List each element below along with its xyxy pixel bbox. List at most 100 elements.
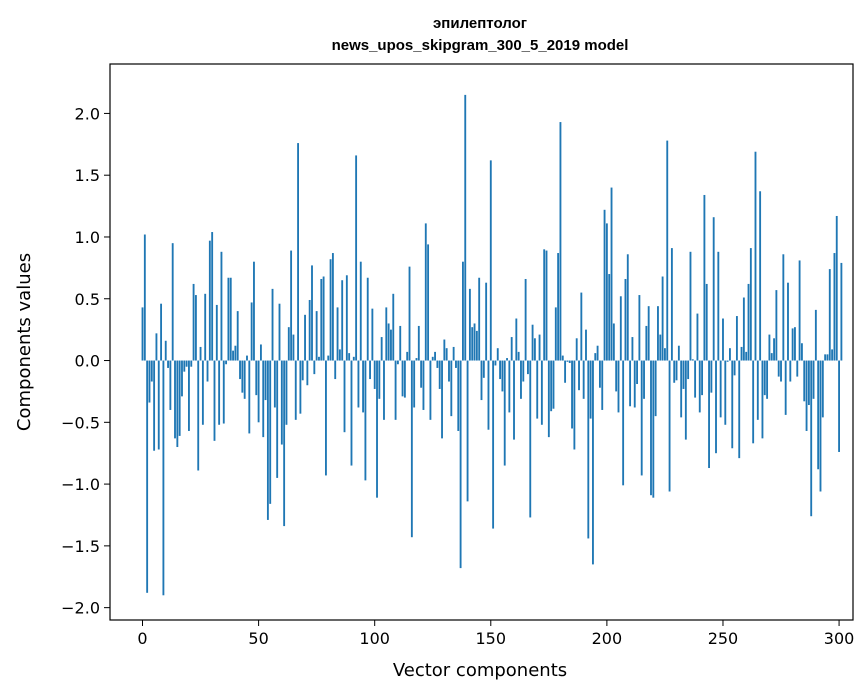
bar — [503, 360, 506, 466]
bar — [355, 155, 358, 361]
bar — [255, 360, 258, 396]
bar — [838, 360, 840, 452]
plot-frame — [109, 63, 854, 621]
bar — [485, 282, 488, 361]
bar — [626, 254, 629, 361]
bar — [171, 243, 174, 361]
bar — [712, 217, 715, 361]
bar — [162, 360, 165, 596]
bar — [598, 360, 601, 388]
bar — [775, 290, 778, 361]
bar — [278, 303, 281, 361]
bar — [733, 360, 736, 376]
bar — [169, 360, 172, 410]
bar — [554, 307, 557, 361]
bar — [756, 360, 759, 420]
bar — [394, 360, 397, 420]
bar — [362, 360, 365, 413]
bar — [536, 360, 539, 419]
bar — [348, 353, 351, 361]
bar — [787, 282, 789, 361]
bar — [605, 223, 608, 361]
bar — [471, 327, 474, 361]
bar — [250, 302, 253, 361]
bar — [392, 293, 395, 361]
bar — [150, 360, 153, 382]
bar — [633, 360, 636, 408]
bar — [645, 325, 648, 361]
x-tick-label: 200 — [592, 629, 623, 648]
bar — [427, 244, 430, 361]
bar — [232, 350, 234, 361]
bar — [531, 324, 534, 361]
bar — [285, 360, 288, 425]
bar — [304, 314, 306, 361]
bar — [726, 360, 729, 362]
bar — [831, 349, 834, 361]
bar — [492, 360, 495, 529]
bar — [403, 360, 406, 398]
bar — [236, 311, 239, 361]
bar — [301, 360, 304, 381]
bar — [299, 360, 302, 414]
bar — [325, 360, 327, 476]
bar — [306, 360, 309, 386]
bar — [376, 360, 378, 498]
bar — [828, 269, 831, 361]
y-tick-label: −1.5 — [61, 537, 100, 556]
bar — [431, 356, 434, 361]
bar — [647, 306, 650, 361]
bar — [766, 360, 769, 399]
bar — [540, 360, 543, 425]
bar — [719, 360, 722, 418]
bar — [499, 360, 502, 380]
bar — [243, 360, 246, 399]
bar — [817, 360, 820, 470]
bar — [768, 334, 771, 361]
bar — [561, 355, 564, 361]
bar — [784, 360, 787, 415]
bar — [146, 360, 149, 593]
bar — [266, 360, 269, 520]
bar — [696, 313, 699, 361]
bar — [369, 360, 371, 380]
bar — [387, 323, 390, 361]
bar — [557, 253, 560, 361]
bar — [141, 307, 144, 361]
bar — [283, 360, 286, 527]
bar — [338, 349, 341, 361]
bar — [724, 360, 727, 425]
bar — [164, 340, 167, 361]
bar — [359, 261, 362, 361]
bar — [482, 360, 485, 378]
bar — [378, 360, 381, 399]
x-tick-label: 50 — [248, 629, 268, 648]
bar — [313, 360, 316, 375]
bar — [218, 360, 221, 425]
bar — [225, 360, 228, 365]
bar — [350, 360, 353, 466]
bar — [480, 360, 483, 401]
bar — [568, 360, 571, 363]
bar — [520, 360, 522, 399]
bar — [698, 360, 701, 413]
bar — [617, 360, 620, 413]
bar — [206, 360, 209, 382]
bar — [450, 360, 453, 417]
bar — [457, 360, 460, 431]
bar — [527, 360, 529, 375]
bar — [596, 345, 599, 361]
bar — [807, 360, 810, 406]
bar — [608, 274, 611, 361]
bar — [810, 360, 813, 517]
bar — [174, 360, 176, 439]
bar — [371, 308, 374, 361]
bar — [612, 323, 615, 361]
bar — [582, 360, 585, 399]
bar — [366, 277, 369, 361]
bar — [559, 122, 562, 361]
bar — [373, 360, 376, 389]
bar — [211, 232, 214, 361]
bar — [320, 278, 323, 361]
bar — [517, 351, 520, 361]
